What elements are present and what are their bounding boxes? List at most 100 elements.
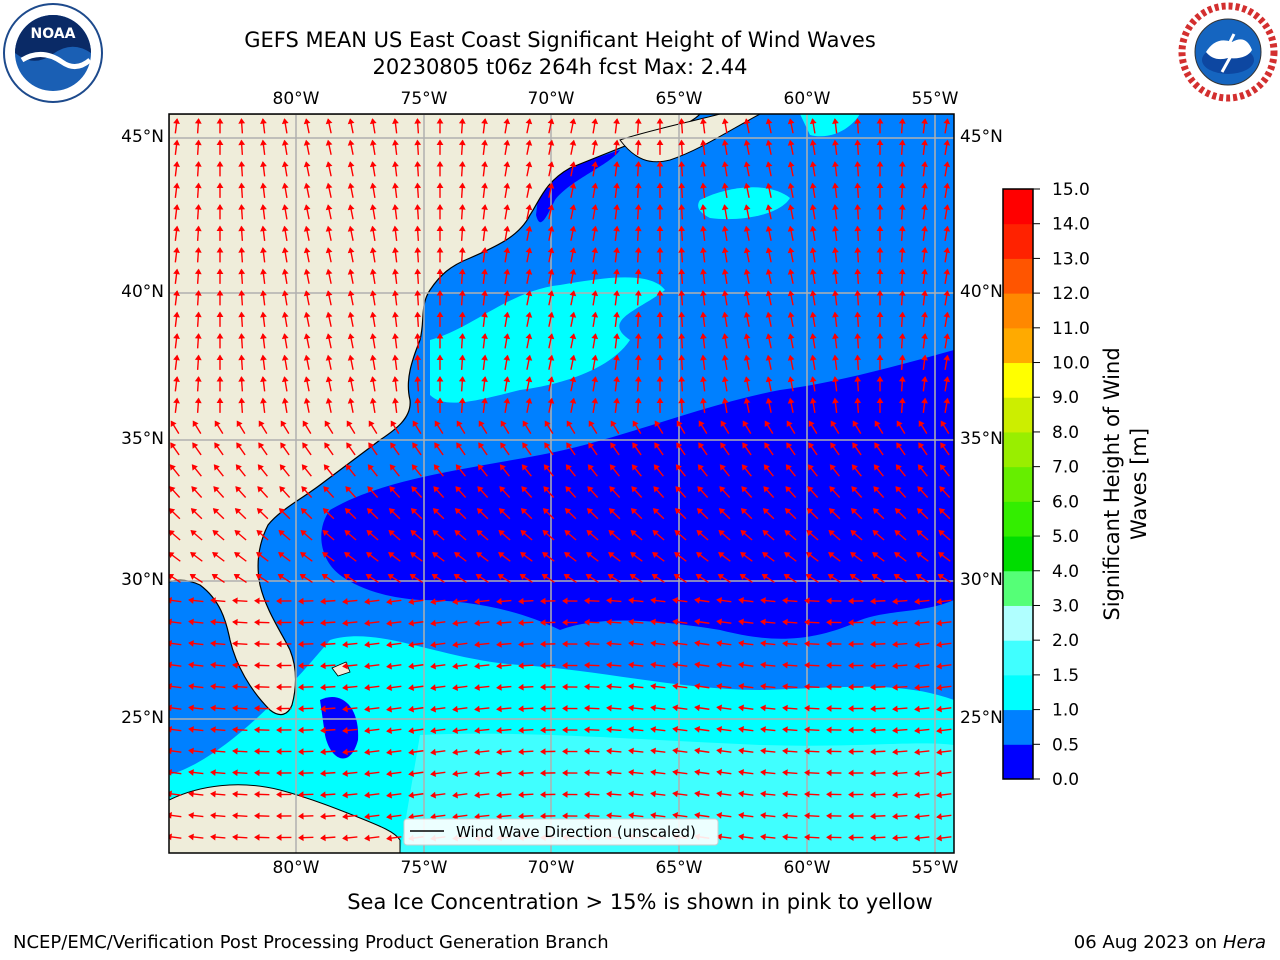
wind-arrow-head (298, 726, 304, 734)
wind-arrow-head (634, 161, 642, 167)
wind-arrow-head (194, 139, 202, 146)
wind-arrow-head (547, 225, 555, 232)
wind-arrow-head (700, 204, 707, 210)
wind-arrow-head (854, 118, 862, 124)
wind-arrow-head (386, 727, 392, 734)
wind-arrow-head (364, 662, 370, 670)
wind-arrow-head (876, 311, 884, 318)
wind-arrow-head (325, 354, 333, 361)
wind-arrow-head (765, 225, 773, 232)
wind-arrow-head (232, 833, 238, 841)
wind-arrow-head (408, 598, 415, 605)
wind-arrow-head (785, 464, 792, 471)
wind-arrow-head (364, 727, 370, 734)
wind-arrow-head (173, 182, 180, 189)
wind-arrow-head (634, 397, 642, 404)
wind-arrow-head (832, 290, 839, 296)
wind-arrow-head (260, 161, 267, 167)
wind-arrow-head (408, 641, 415, 648)
wind-arrow-head (496, 726, 502, 734)
wind-arrow-head (325, 182, 333, 189)
lat-tick-left: 25°N (121, 708, 164, 728)
wind-arrow-head (458, 182, 466, 189)
wind-arrow-head (213, 464, 220, 471)
wind-arrow-head (848, 791, 854, 798)
wind-arrow-head (606, 812, 612, 820)
wind-arrow-head (915, 574, 923, 580)
wind-arrow-head (436, 139, 444, 146)
wind-arrow-head (503, 225, 511, 232)
wind-arrow-head (608, 508, 616, 515)
wind-arrow-head (634, 354, 642, 361)
wind-arrow-head (210, 812, 216, 819)
lat-tick-right: 30°N (960, 570, 1003, 590)
wind-arrow-head (210, 790, 216, 798)
lon-tick-bottom: 55°W (911, 858, 959, 878)
wind-arrow-head (765, 161, 773, 168)
wind-arrow-head (481, 139, 488, 146)
wind-arrow-head (235, 464, 242, 471)
wind-arrow-head (325, 333, 333, 340)
wind-arrow-head (254, 597, 260, 605)
wind-arrow-head (496, 619, 502, 627)
wind-arrow-head (540, 662, 546, 670)
wind-arrow-head (364, 705, 370, 713)
wind-arrow-head (938, 530, 945, 537)
lat-tick-left: 30°N (121, 570, 164, 590)
wind-arrow-head (194, 397, 202, 404)
wind-arrow-head (496, 791, 502, 799)
wind-arrow-head (936, 705, 942, 713)
wind-arrow-head (368, 420, 375, 427)
wind-arrow-head (414, 311, 422, 318)
wind-arrow-head (474, 748, 480, 756)
wind-arrow-head (613, 311, 620, 318)
wind-arrow-head (872, 552, 879, 559)
wind-arrow-head (854, 247, 862, 253)
wind-arrow-head (238, 333, 246, 339)
wind-arrow-head (542, 530, 549, 537)
wind-arrow-head (938, 552, 945, 559)
wind-arrow-head (281, 354, 289, 361)
wind-arrow-head (854, 139, 862, 146)
wind-arrow-head (547, 290, 555, 297)
wind-arrow-head (300, 508, 308, 515)
wind-arrow-head (210, 618, 216, 626)
wind-arrow-head (782, 812, 788, 820)
wind-arrow-head (787, 139, 795, 146)
wind-arrow-head (628, 640, 634, 647)
wind-arrow-head (389, 486, 396, 493)
wind-arrow-head (369, 225, 377, 232)
wind-arrow-head (630, 530, 637, 537)
wind-arrow-head (325, 161, 333, 168)
wind-arrow-head (678, 354, 686, 361)
wind-arrow-head (634, 333, 642, 339)
wind-arrow-head (367, 486, 374, 493)
wind-arrow-head (786, 442, 793, 449)
wind-arrow-head (631, 486, 638, 493)
wind-arrow-head (634, 204, 642, 210)
wind-arrow-head (276, 748, 282, 755)
wind-arrow-head (342, 705, 348, 713)
wind-arrow-head (591, 118, 599, 125)
wind-arrow-head (610, 420, 617, 427)
wind-arrow-head (634, 268, 642, 275)
colorbar-segment (1003, 189, 1033, 225)
wind-arrow-head (765, 311, 773, 318)
wind-arrow-head (216, 333, 224, 339)
wind-arrow-head (898, 311, 906, 318)
colorbar-tick-label: 14.0 (1052, 215, 1090, 235)
wind-arrow-head (458, 311, 466, 318)
wind-arrow-head (474, 791, 480, 799)
wind-arrow-head (562, 705, 568, 712)
wind-arrow-head (606, 661, 612, 669)
wind-arrow-head (414, 139, 422, 146)
wind-arrow-head (414, 118, 422, 124)
wind-arrow-head (192, 442, 199, 449)
wind-arrow-head (454, 508, 462, 515)
wind-arrow-head (870, 705, 876, 713)
wind-arrow-head (936, 748, 942, 756)
wind-arrow-head (565, 486, 572, 493)
wind-arrow-head (547, 118, 555, 125)
wind-arrow-head (898, 333, 906, 339)
